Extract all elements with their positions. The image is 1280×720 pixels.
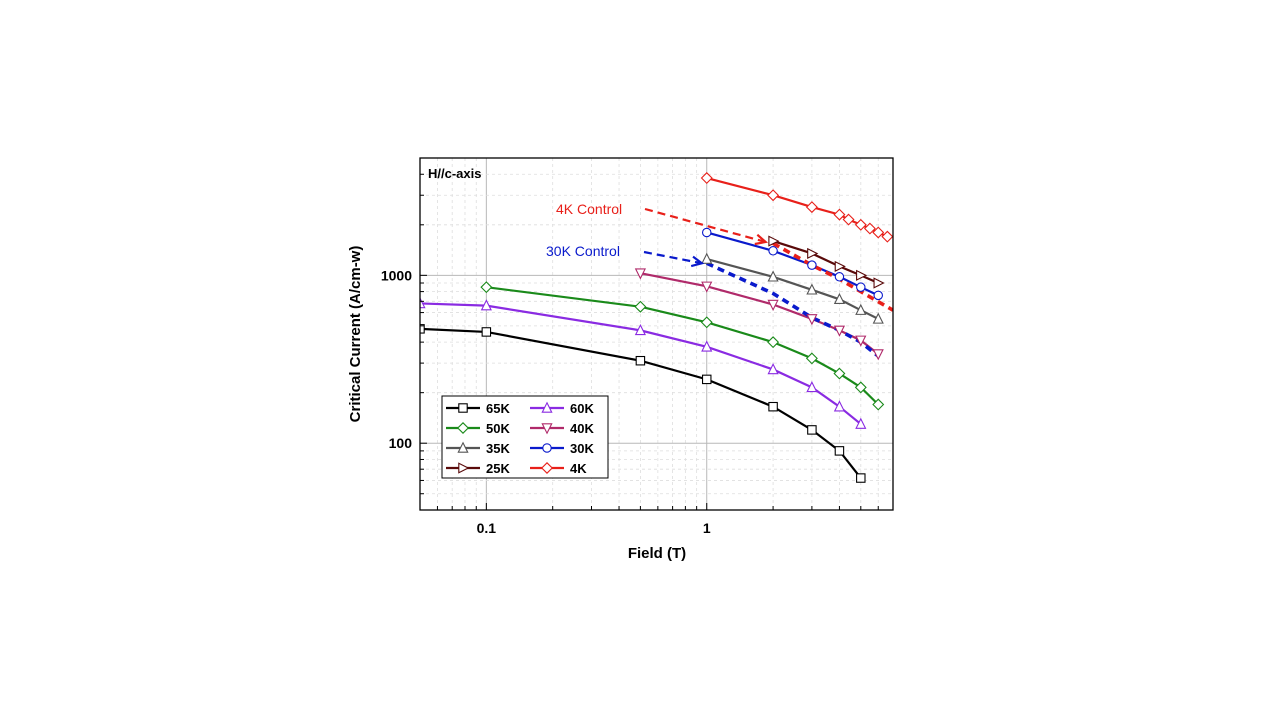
legend-marker-40K	[541, 423, 553, 435]
y-axis-label: Critical Current (A/cm-w)	[347, 246, 364, 423]
data-point-40K	[806, 314, 818, 326]
legend-label-30K: 30K	[570, 441, 594, 456]
legend-label-35K: 35K	[486, 441, 510, 456]
data-point-4K	[700, 172, 713, 184]
data-point-35K	[701, 252, 713, 264]
control-line-30K-Control	[705, 261, 880, 358]
data-point-30K	[807, 260, 817, 270]
data-point-35K	[767, 270, 779, 282]
x-tick-label: 0.1	[477, 520, 497, 536]
data-point-25K	[856, 269, 868, 281]
legend-marker-65K	[458, 403, 468, 413]
data-point-50K	[805, 352, 818, 365]
legend-marker-35K	[457, 441, 469, 453]
data-point-40K	[833, 325, 846, 337]
plot-frame	[419, 157, 894, 511]
data-point-30K	[701, 227, 712, 238]
data-point-35K	[872, 312, 884, 324]
legend-label-40K: 40K	[570, 421, 594, 436]
data-point-60K	[855, 417, 867, 429]
data-point-40K	[701, 281, 713, 293]
data-point-65K	[856, 473, 866, 483]
data-point-4K	[805, 201, 818, 214]
callout-arrows	[643, 207, 769, 268]
data-point-4K	[842, 213, 855, 226]
data-point-25K	[873, 277, 885, 289]
legend-label-25K: 25K	[486, 461, 510, 476]
data-point-30K	[856, 282, 866, 292]
data-point-4K	[854, 218, 867, 231]
data-point-35K	[833, 292, 846, 305]
callout-4k-control: 4K Control	[556, 201, 622, 217]
data-point-60K	[634, 323, 646, 336]
data-point-50K	[634, 300, 647, 313]
data-point-65K	[635, 355, 646, 366]
plot-annotation: H//c-axis	[428, 166, 481, 181]
data-point-25K	[768, 235, 780, 247]
data-point-30K	[873, 290, 883, 301]
callout-arrow-line	[644, 207, 766, 244]
y-tick-label: 1000	[381, 267, 412, 283]
x-tick-label: 1	[703, 520, 711, 536]
data-point-60K	[420, 297, 426, 309]
data-point-35K	[806, 283, 818, 295]
data-point-65K	[420, 324, 425, 334]
data-point-25K	[807, 247, 819, 260]
data-point-50K	[854, 381, 867, 394]
data-point-40K	[767, 299, 779, 311]
data-point-35K	[855, 303, 867, 315]
data-point-40K	[634, 268, 646, 280]
data-point-30K	[834, 272, 845, 282]
callout-30k-control: 30K Control	[546, 243, 620, 259]
data-point-60K	[701, 340, 713, 352]
data-point-25K	[834, 260, 846, 273]
callout-arrow-head	[754, 233, 769, 246]
legend: 65K 60K 50K 40K 35K 30K 25K 4K	[441, 395, 609, 479]
data-point-65K	[701, 374, 712, 385]
data-point-50K	[872, 398, 885, 411]
data-point-30K	[768, 246, 778, 256]
data-point-65K	[807, 425, 817, 435]
callout-arrow-head	[690, 255, 705, 268]
data-point-65K	[834, 446, 845, 456]
data-point-60K	[480, 299, 492, 311]
data-point-4K	[833, 208, 846, 221]
legend-label-4K: 4K	[570, 461, 587, 476]
data-point-4K	[863, 222, 876, 235]
legend-marker-60K	[541, 401, 553, 413]
data-point-4K	[872, 226, 885, 239]
data-point-60K	[833, 400, 846, 412]
data-point-50K	[833, 367, 846, 380]
data-point-50K	[700, 316, 713, 329]
data-point-65K	[768, 401, 778, 412]
legend-marker-4K	[541, 462, 553, 474]
callout-arrow-line	[643, 250, 703, 265]
legend-label-65K: 65K	[486, 401, 510, 416]
data-point-60K	[806, 380, 818, 393]
legend-marker-50K	[457, 422, 469, 434]
legend-box	[441, 395, 609, 479]
legend-marker-30K	[542, 443, 552, 453]
data-point-65K	[481, 327, 492, 337]
data-point-40K	[872, 349, 884, 361]
data-point-50K	[480, 281, 493, 294]
data-point-4K	[767, 189, 780, 202]
legend-label-50K: 50K	[486, 421, 510, 436]
markers-layer	[420, 172, 893, 483]
legend-label-60K: 60K	[570, 401, 594, 416]
data-point-4K	[881, 230, 893, 243]
data-point-50K	[767, 336, 780, 349]
series-line-60K	[420, 302, 862, 425]
data-point-60K	[767, 363, 779, 375]
y-tick-label: 100	[389, 435, 413, 451]
legend-marker-25K	[458, 462, 470, 474]
x-axis-label: Field (T)	[628, 545, 686, 562]
data-point-40K	[855, 335, 867, 347]
axis-ticks: 0.1 1 100 1000	[381, 157, 894, 536]
